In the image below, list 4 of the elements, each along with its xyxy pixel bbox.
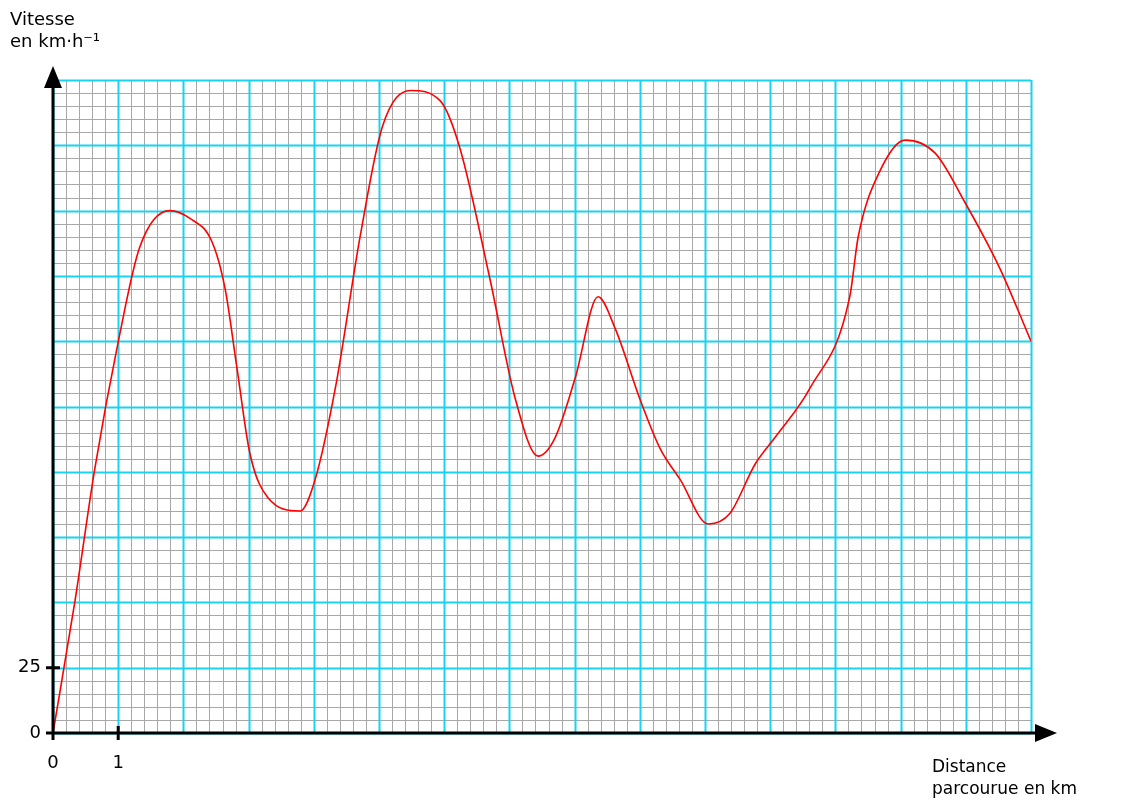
y-axis-title: Vitesse en km·h⁻¹ — [10, 8, 101, 52]
y-tick-label: 25 — [18, 655, 41, 677]
x-tick-label: 1 — [112, 751, 124, 773]
x-axis-title: Distance parcourue en km — [932, 755, 1078, 799]
